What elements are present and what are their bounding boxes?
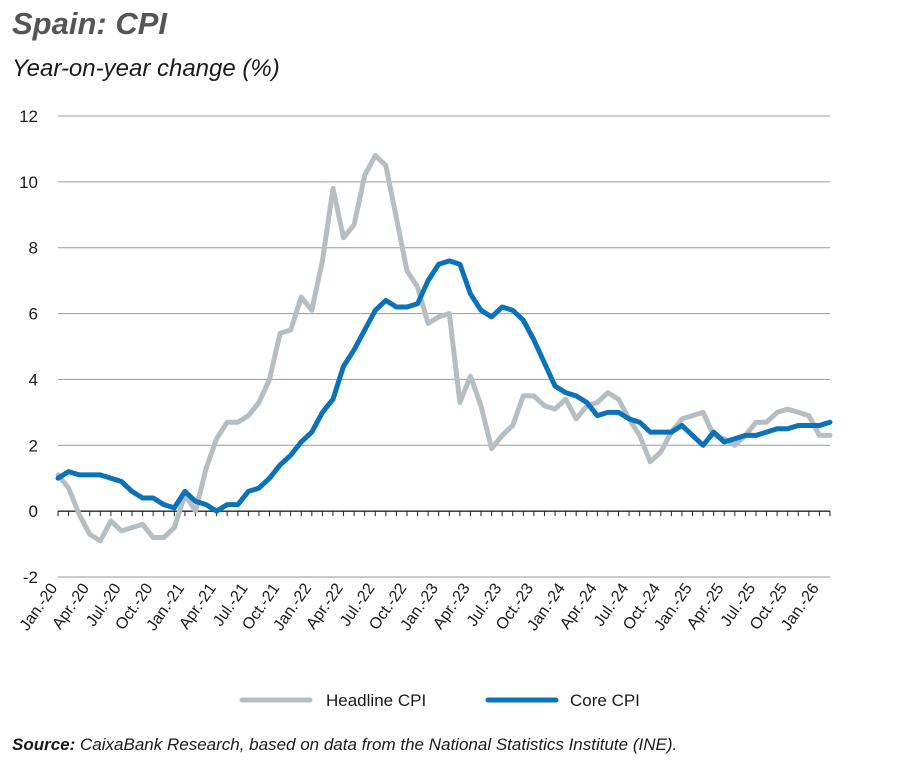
chart-title: Spain: CPI: [12, 6, 168, 41]
y-tick-label: 12: [19, 107, 38, 126]
y-tick-label: 0: [29, 502, 38, 521]
chart-subtitle: Year-on-year change (%): [12, 55, 280, 82]
source-note: Source: CaixaBank Research, based on dat…: [12, 735, 677, 755]
legend-label-core: Core CPI: [570, 691, 640, 710]
legend-label-headline: Headline CPI: [326, 691, 426, 710]
y-tick-label: 8: [29, 239, 38, 258]
y-tick-label: 10: [19, 173, 38, 192]
headline-cpi-line: [55, 153, 833, 544]
source-label: Source:: [12, 735, 76, 754]
y-tick-label: 4: [29, 370, 38, 389]
source-text: CaixaBank Research, based on data from t…: [80, 735, 678, 754]
y-tick-label: -2: [23, 568, 38, 587]
y-tick-label: 6: [29, 305, 38, 324]
core-cpi-line: [55, 258, 833, 514]
y-tick-label: 2: [29, 436, 38, 455]
